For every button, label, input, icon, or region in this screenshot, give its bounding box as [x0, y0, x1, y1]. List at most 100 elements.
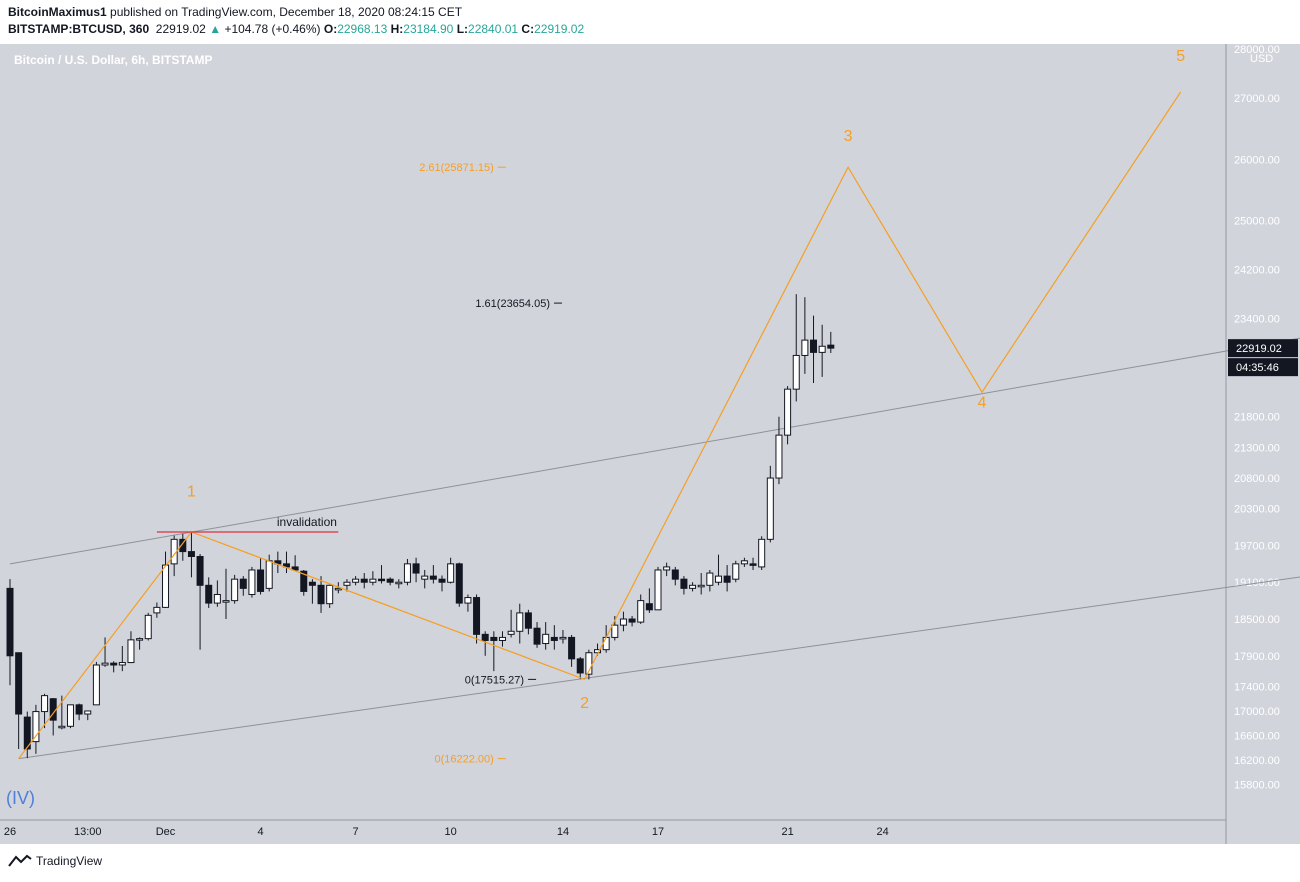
candle-bullish[interactable]	[559, 630, 567, 644]
candle-bearish[interactable]	[308, 579, 316, 604]
y-tick-label: 17000.00	[1234, 706, 1280, 718]
candle-bearish[interactable]	[257, 558, 265, 595]
candle-bearish[interactable]	[239, 576, 247, 596]
candle-bearish[interactable]	[524, 609, 532, 635]
candle-bullish[interactable]	[403, 558, 411, 586]
price-axis[interactable]	[1226, 44, 1300, 844]
candle-body	[66, 704, 74, 727]
footer-brand[interactable]: TradingView	[36, 854, 103, 868]
candle-bearish[interactable]	[196, 554, 204, 650]
candle-bearish[interactable]	[429, 565, 437, 584]
candle-bearish[interactable]	[75, 703, 83, 721]
candle-bullish[interactable]	[498, 631, 506, 647]
candle-bullish[interactable]	[464, 594, 472, 612]
candle-bearish[interactable]	[386, 577, 394, 586]
candle-body	[507, 630, 515, 635]
candle-bearish[interactable]	[23, 711, 31, 759]
candle-bullish[interactable]	[637, 594, 645, 624]
candle-bearish[interactable]	[680, 576, 688, 595]
candle-bullish[interactable]	[352, 576, 360, 586]
candle-bearish[interactable]	[568, 634, 576, 667]
candle-body	[23, 716, 31, 750]
candle-bearish[interactable]	[110, 661, 118, 673]
candle-bullish[interactable]	[758, 536, 766, 570]
candle-bullish[interactable]	[447, 557, 455, 584]
candle-bearish[interactable]	[360, 573, 368, 589]
candle-bullish[interactable]	[714, 554, 722, 586]
candle-bullish[interactable]	[127, 631, 135, 664]
candle-bullish[interactable]	[801, 297, 809, 374]
candle-bullish[interactable]	[542, 622, 550, 650]
candle-bullish[interactable]	[136, 637, 144, 650]
candle-bearish[interactable]	[282, 551, 290, 574]
candle-bullish[interactable]	[784, 386, 792, 445]
candle-bullish[interactable]	[66, 704, 74, 729]
candle-bullish[interactable]	[706, 569, 714, 592]
author-name[interactable]: BitcoinMaximus1	[8, 5, 107, 19]
countdown-badge	[1228, 358, 1298, 377]
candle-bearish[interactable]	[15, 652, 23, 749]
candle-bearish[interactable]	[810, 315, 818, 384]
candle-bearish[interactable]	[205, 577, 213, 608]
candle-bearish[interactable]	[550, 625, 558, 650]
candle-bearish[interactable]	[438, 575, 446, 592]
candle-bullish[interactable]	[222, 568, 230, 620]
candle-bearish[interactable]	[179, 533, 187, 561]
candle-bullish[interactable]	[101, 637, 109, 667]
candle-bullish[interactable]	[585, 649, 593, 680]
candle-bullish[interactable]	[248, 566, 256, 598]
candle-bullish[interactable]	[334, 582, 342, 594]
candle-bullish[interactable]	[663, 562, 671, 577]
candle-bullish[interactable]	[732, 560, 740, 583]
candle-bearish[interactable]	[455, 562, 463, 607]
candle-bearish[interactable]	[6, 579, 14, 686]
candle-bullish[interactable]	[41, 693, 49, 729]
candle-bullish[interactable]	[740, 557, 748, 567]
candle-bullish[interactable]	[213, 580, 221, 607]
candle-bullish[interactable]	[343, 579, 351, 592]
candle-bullish[interactable]	[421, 569, 429, 589]
candle-bullish[interactable]	[326, 584, 334, 608]
candle-bearish[interactable]	[723, 565, 731, 592]
candle-bearish[interactable]	[412, 557, 420, 583]
candle-bullish[interactable]	[792, 294, 800, 402]
candle-bearish[interactable]	[533, 622, 541, 648]
candle-bullish[interactable]	[689, 582, 697, 592]
candle-body	[723, 575, 731, 583]
candle-bullish[interactable]	[516, 603, 524, 644]
candle-bullish[interactable]	[32, 704, 40, 754]
candle-bullish[interactable]	[654, 566, 662, 611]
candle-bullish[interactable]	[231, 574, 239, 604]
time-axis[interactable]	[0, 820, 1226, 844]
candle-bullish[interactable]	[395, 579, 403, 589]
candle-bearish[interactable]	[749, 557, 757, 570]
candle-bearish[interactable]	[291, 555, 299, 571]
candle-bearish[interactable]	[317, 576, 325, 613]
candle-bullish[interactable]	[92, 661, 100, 706]
candle-bearish[interactable]	[628, 615, 636, 627]
candle-bearish[interactable]	[490, 631, 498, 672]
candle-bearish[interactable]	[576, 657, 584, 680]
candle-bullish[interactable]	[619, 611, 627, 632]
candle-bullish[interactable]	[697, 573, 705, 595]
candle-bearish[interactable]	[187, 531, 195, 578]
candle-bullish[interactable]	[144, 612, 152, 641]
candle-body	[749, 563, 757, 566]
plot-area[interactable]	[0, 44, 1226, 820]
candle-bullish[interactable]	[118, 645, 126, 672]
candle-bearish[interactable]	[645, 588, 653, 613]
candle-bearish[interactable]	[481, 631, 489, 656]
candle-bullish[interactable]	[818, 324, 826, 377]
symbol[interactable]: BITSTAMP:BTCUSD, 360	[8, 22, 150, 36]
candle-bullish[interactable]	[369, 571, 377, 586]
candle-bullish[interactable]	[84, 710, 92, 721]
candle-bearish[interactable]	[378, 565, 386, 584]
candle-bullish[interactable]	[766, 465, 774, 543]
candle-bearish[interactable]	[671, 566, 679, 586]
candle-bullish[interactable]	[775, 416, 783, 485]
candle-bullish[interactable]	[153, 602, 161, 618]
candle-bearish[interactable]	[473, 594, 481, 644]
candle-bullish[interactable]	[507, 609, 515, 638]
candle-bearish[interactable]	[827, 331, 835, 353]
